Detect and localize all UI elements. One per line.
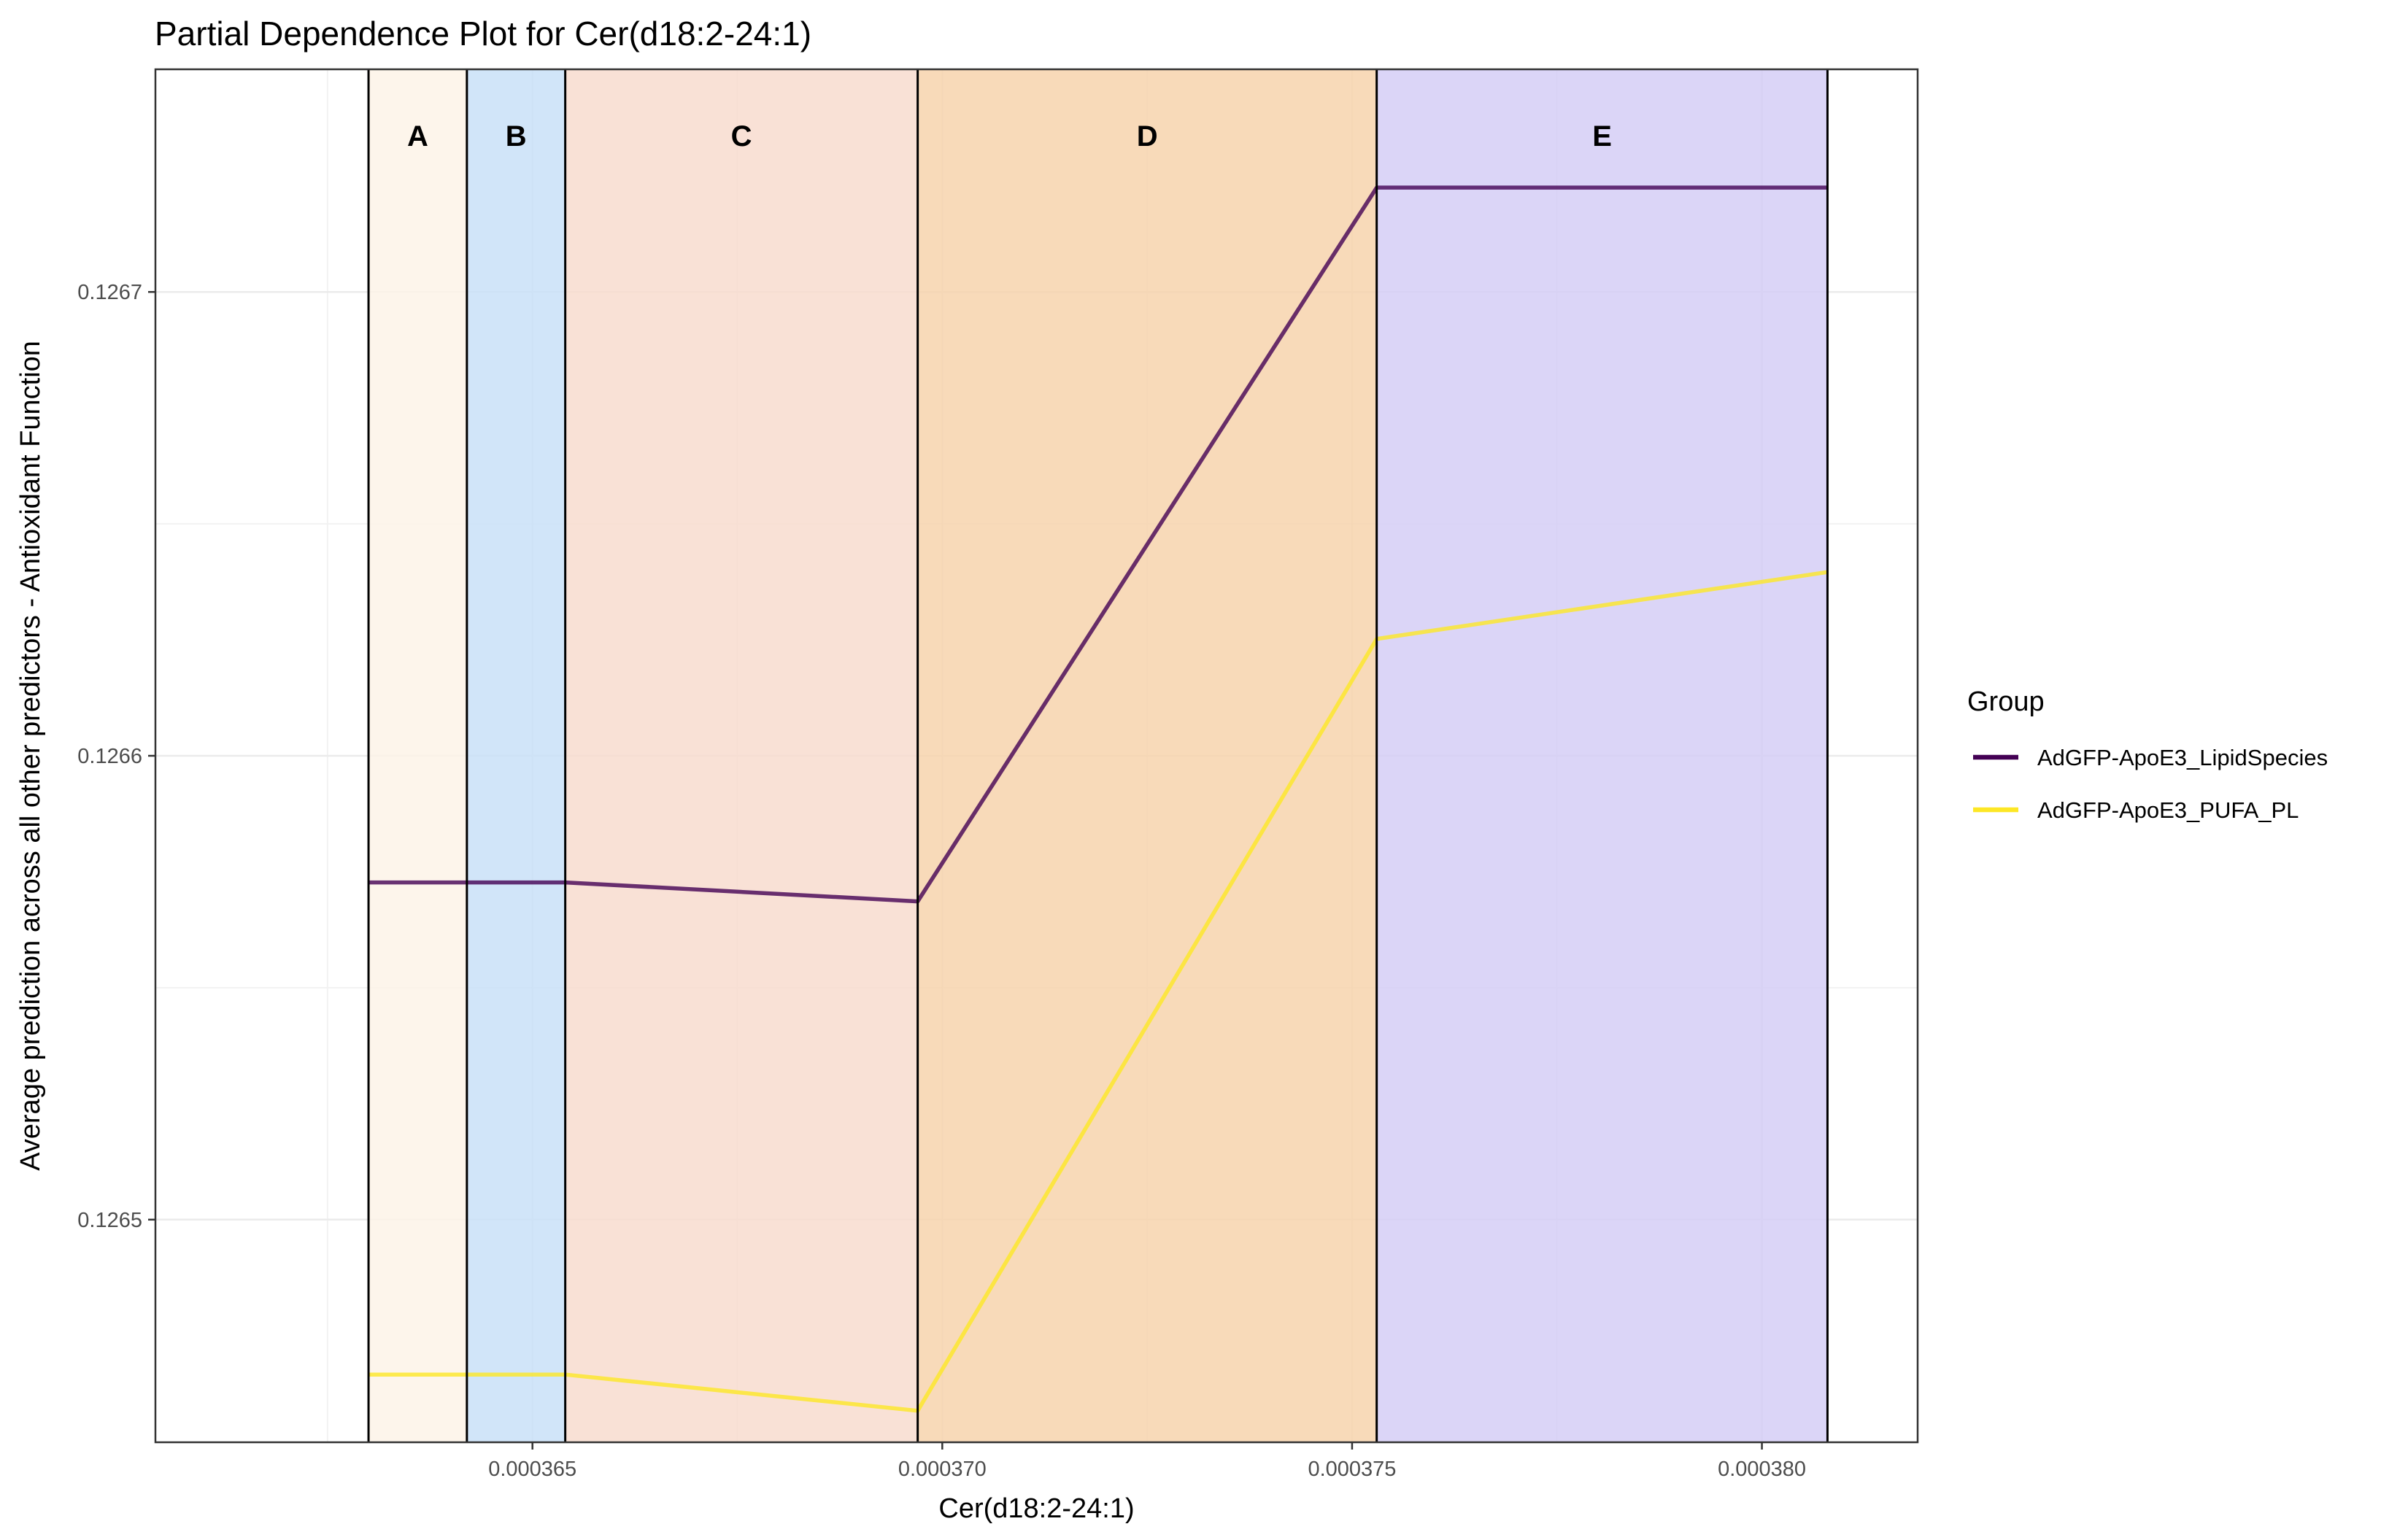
x-tick-label: 0.000375 — [1308, 1458, 1396, 1481]
chart-title: Partial Dependence Plot for Cer(d18:2-24… — [155, 15, 811, 53]
legend-label-2: AdGFP-ApoE3_PUFA_PL — [2037, 797, 2299, 823]
region-label-c: C — [731, 120, 752, 152]
region-c-band — [565, 69, 918, 1442]
x-axis-title: Cer(d18:2-24:1) — [938, 1493, 1134, 1524]
y-axis-title: Average prediction across all other pred… — [15, 341, 46, 1171]
y-tick-label: 0.1267 — [77, 281, 142, 304]
region-e-band — [1376, 69, 1828, 1442]
region-a-band — [368, 69, 467, 1442]
x-tick-label: 0.000370 — [898, 1458, 987, 1481]
plot-area: A B C D E 0.000365 0.000370 0.000375 0.000380 0.1… — [77, 68, 1919, 1481]
region-label-b: B — [506, 120, 527, 152]
region-d-band — [917, 69, 1377, 1442]
region-b-band — [466, 69, 566, 1442]
x-tick-label: 0.000365 — [488, 1458, 576, 1481]
y-tick-label: 0.1265 — [77, 1209, 142, 1232]
legend: Group AdGFP-ApoE3_LipidSpecies AdGFP-ApoE… — [1967, 686, 2328, 823]
region-label-e: E — [1592, 120, 1612, 152]
x-tick-label: 0.000380 — [1718, 1458, 1806, 1481]
y-tick-label: 0.1266 — [77, 745, 142, 768]
region-label-d: D — [1137, 120, 1158, 152]
region-label-a: A — [407, 120, 428, 152]
legend-label-1: AdGFP-ApoE3_LipidSpecies — [2037, 745, 2328, 770]
legend-title: Group — [1967, 686, 2045, 717]
